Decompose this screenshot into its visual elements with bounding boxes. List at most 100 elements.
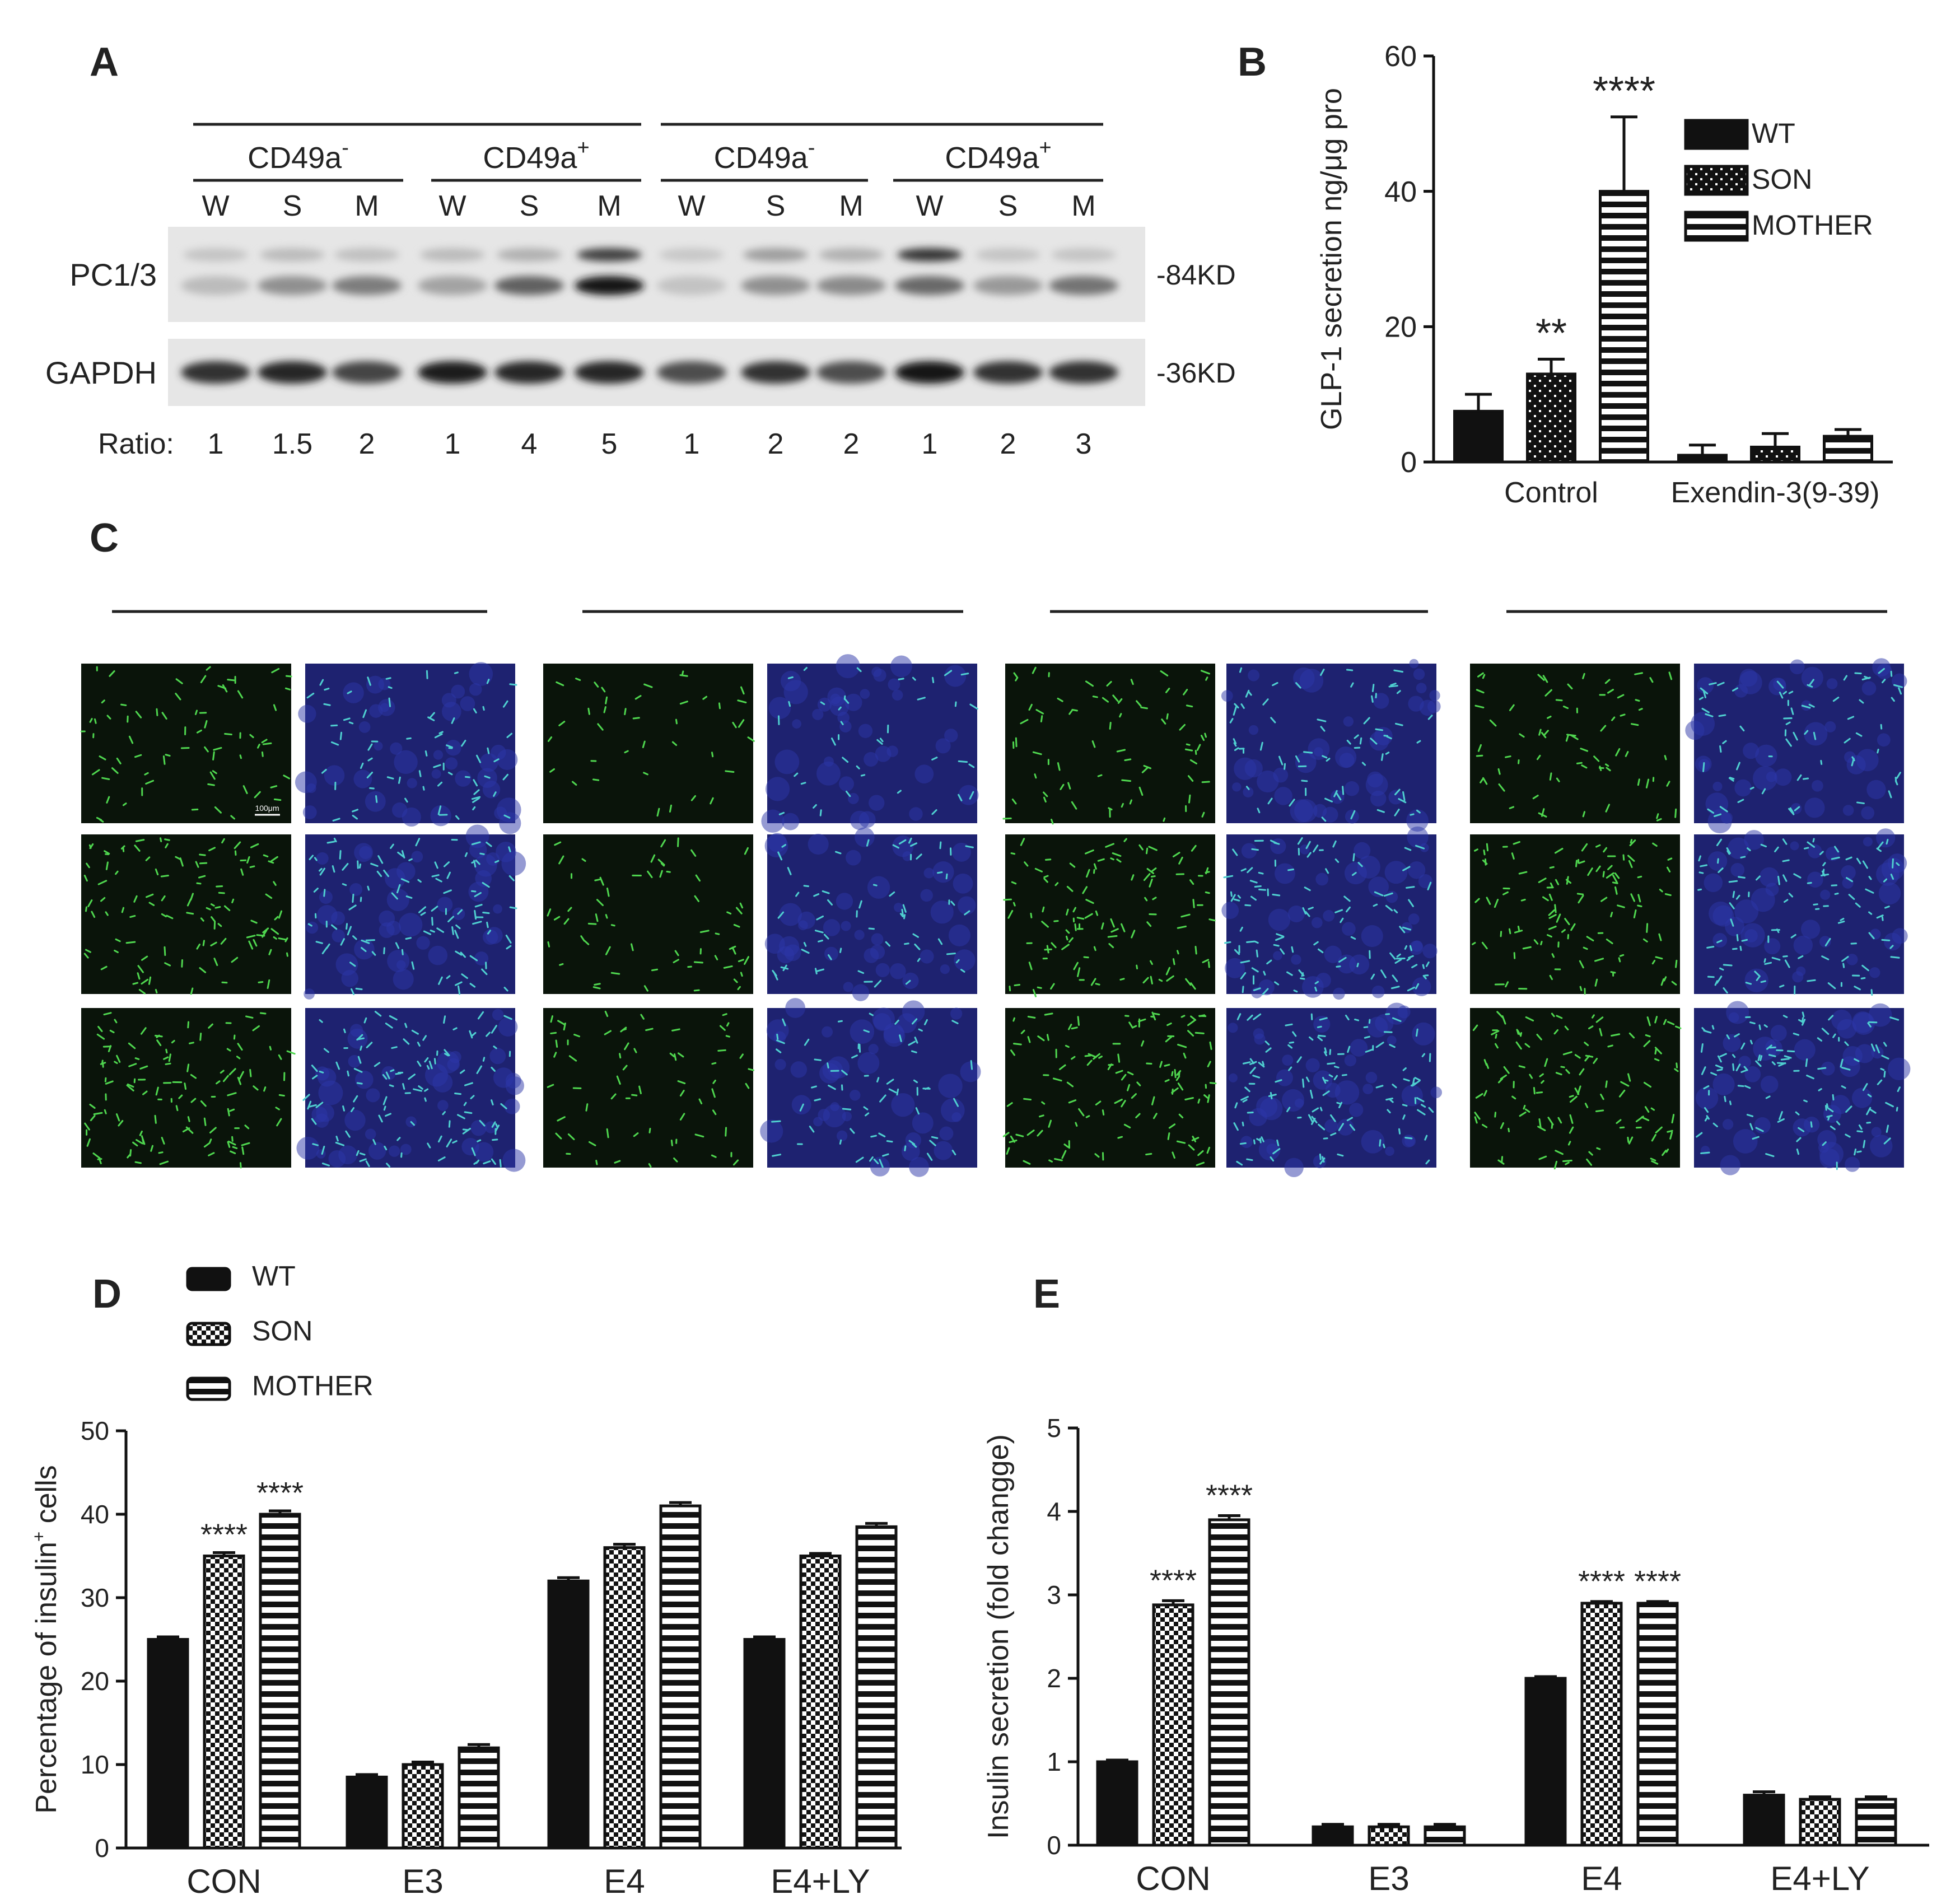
cell-mark <box>782 1018 786 1026</box>
cell-mark <box>1793 731 1798 741</box>
y-axis-label: GLP-1 secretion ng/μg pro <box>1315 88 1348 430</box>
cell-mark <box>1116 749 1126 753</box>
cell-mark <box>624 750 629 754</box>
cell-mark <box>1582 673 1585 679</box>
cell-mark <box>1482 859 1488 865</box>
cell-mark <box>154 1034 163 1038</box>
cell-mark <box>1817 1067 1827 1070</box>
cell-mark <box>486 841 492 847</box>
cell-mark <box>88 844 92 849</box>
cell-mark <box>502 773 509 781</box>
blot-subgroup-label-1: CD49a+ <box>483 136 589 175</box>
cell-mark <box>1737 799 1744 803</box>
cell-mark <box>1077 1016 1080 1026</box>
nucleus-speckle <box>433 750 444 760</box>
cell-mark <box>819 809 822 816</box>
cell-mark <box>349 962 356 967</box>
cell-mark <box>83 953 89 959</box>
cell-mark <box>502 700 508 708</box>
cell-mark <box>388 697 391 707</box>
cell-mark <box>1234 747 1239 751</box>
cell-mark <box>1756 975 1761 981</box>
blot-band <box>1049 361 1118 384</box>
panel-label-e: E <box>1033 1272 1060 1317</box>
nucleus-speckle <box>1877 733 1891 747</box>
cell-mark <box>311 1075 318 1080</box>
cell-mark <box>455 981 463 986</box>
nucleus-speckle <box>1876 828 1896 848</box>
cell-mark <box>1416 809 1421 814</box>
cell-mark <box>165 1062 171 1065</box>
cell-mark <box>1258 871 1264 875</box>
cell-mark <box>234 841 241 850</box>
cell-mark <box>1719 1053 1727 1058</box>
nucleus-speckle <box>1361 925 1383 948</box>
cell-mark <box>1625 751 1629 757</box>
cell-mark <box>834 851 842 855</box>
cell-mark <box>1580 748 1589 752</box>
cell-mark <box>1481 941 1488 950</box>
cell-mark <box>725 1035 730 1038</box>
cell-mark <box>1801 1019 1806 1026</box>
cell-mark <box>164 838 170 841</box>
nucleus-speckle <box>368 1142 386 1160</box>
cell-mark <box>1151 867 1157 872</box>
cell-mark <box>1774 846 1779 852</box>
cell-mark <box>1556 1015 1563 1019</box>
nucleus-speckle <box>1887 1057 1911 1081</box>
cell-mark <box>125 941 136 944</box>
cell-mark <box>313 888 319 893</box>
cell-mark <box>161 895 166 902</box>
cell-mark <box>1788 690 1794 694</box>
cell-mark <box>1253 1013 1262 1020</box>
cell-mark <box>1034 867 1043 872</box>
blot-lane-label: S <box>520 190 539 222</box>
cell-mark <box>1406 886 1415 889</box>
cell-mark <box>803 942 807 947</box>
micro-tile-insulin-son <box>543 834 753 994</box>
cell-mark <box>610 972 620 975</box>
nucleus-speckle <box>1368 876 1389 897</box>
cell-mark <box>1209 1041 1212 1050</box>
cell-mark <box>1065 1044 1070 1048</box>
cell-mark <box>870 1135 877 1138</box>
cell-mark <box>1302 907 1306 914</box>
nucleus-speckle <box>1241 843 1257 859</box>
cell-mark <box>437 1135 442 1143</box>
cell-mark <box>1749 1021 1756 1025</box>
cell-mark <box>1168 1123 1176 1129</box>
nucleus-speckle <box>400 1144 412 1155</box>
cell-mark <box>500 1103 507 1109</box>
cell-mark <box>1482 777 1488 785</box>
cell-mark <box>312 1143 319 1146</box>
nucleus-speckle <box>1712 933 1728 948</box>
cell-mark <box>165 754 171 757</box>
cell-mark <box>438 731 444 734</box>
cell-mark <box>1239 667 1243 673</box>
cell-mark <box>190 1098 197 1103</box>
nucleus-speckle <box>402 807 421 827</box>
cell-mark <box>1319 1157 1326 1165</box>
cell-mark <box>1891 697 1895 702</box>
cell-mark <box>554 841 562 846</box>
cell-mark <box>362 709 367 718</box>
nucleus-speckle <box>891 1093 915 1117</box>
cell-mark <box>1771 1061 1776 1066</box>
cell-mark <box>1042 906 1045 913</box>
cell-mark <box>444 1053 449 1057</box>
cell-mark <box>446 744 453 748</box>
cell-mark <box>353 1067 363 1073</box>
cell-mark <box>1826 1114 1833 1118</box>
cell-mark <box>98 1158 102 1164</box>
cell-mark <box>86 862 90 869</box>
cell-mark <box>788 701 791 707</box>
cell-mark <box>1287 1044 1293 1049</box>
cell-mark <box>1667 1021 1675 1025</box>
cell-mark <box>748 1068 755 1071</box>
cell-mark <box>91 911 96 918</box>
cell-mark <box>1628 860 1633 869</box>
nucleus-speckle <box>324 765 345 786</box>
cell-mark <box>1600 725 1607 732</box>
cell-mark <box>894 1019 899 1025</box>
cell-mark <box>1854 1058 1860 1062</box>
